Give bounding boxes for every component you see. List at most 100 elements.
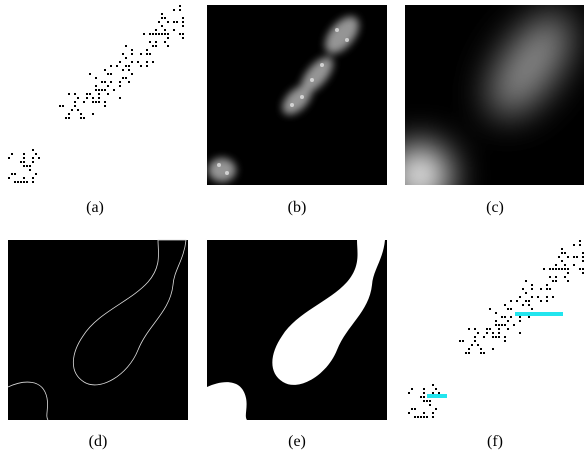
dot	[525, 292, 527, 294]
dot	[522, 288, 524, 290]
dot	[95, 101, 97, 103]
dot	[65, 117, 67, 119]
dot	[149, 41, 151, 43]
dot	[101, 89, 103, 91]
dot	[86, 93, 88, 95]
dot	[89, 93, 91, 95]
dot	[561, 252, 563, 254]
dot	[131, 61, 133, 63]
dot	[83, 117, 85, 119]
dot	[504, 316, 506, 318]
dot	[104, 105, 106, 107]
dot	[95, 85, 97, 87]
dot	[95, 77, 97, 79]
dot	[101, 81, 103, 83]
dot	[155, 29, 157, 31]
dot	[122, 69, 124, 71]
dot	[11, 173, 13, 175]
dot	[98, 89, 100, 91]
dot	[167, 45, 169, 47]
dot	[92, 101, 94, 103]
dot	[32, 161, 34, 163]
dot	[71, 109, 73, 111]
dot	[567, 280, 569, 282]
dot	[486, 332, 488, 334]
dot	[531, 288, 533, 290]
dot	[146, 53, 148, 55]
dot	[546, 288, 548, 290]
dot	[537, 296, 539, 298]
dot	[423, 400, 425, 402]
dot	[504, 324, 506, 326]
dot	[119, 97, 121, 99]
dot	[480, 352, 482, 354]
dot	[504, 336, 506, 338]
dot	[104, 69, 106, 71]
dot	[528, 316, 530, 318]
dot	[62, 105, 64, 107]
dot	[68, 93, 70, 95]
dot	[573, 244, 575, 246]
dot	[423, 392, 425, 394]
dot	[564, 252, 566, 254]
dot	[408, 392, 410, 394]
dot	[555, 276, 557, 278]
dot	[173, 21, 175, 23]
dot	[582, 260, 584, 262]
dot	[59, 105, 61, 107]
dot	[432, 416, 434, 418]
dot	[77, 97, 79, 99]
dot	[567, 268, 569, 270]
dot	[507, 308, 509, 310]
dot	[531, 308, 533, 310]
dot	[408, 412, 410, 414]
dot	[507, 320, 509, 322]
dot	[564, 268, 566, 270]
dot	[573, 264, 575, 266]
dot	[546, 296, 548, 298]
dot	[140, 65, 142, 67]
dot	[179, 9, 181, 11]
dot	[480, 348, 482, 350]
dot	[149, 53, 151, 55]
dot	[564, 264, 566, 266]
dot	[492, 332, 494, 334]
dot	[8, 177, 10, 179]
dot	[432, 384, 434, 386]
dot	[113, 89, 115, 91]
dot	[35, 153, 37, 155]
dot	[29, 165, 31, 167]
dot	[35, 173, 37, 175]
dot	[495, 336, 497, 338]
highlight-bar	[515, 312, 563, 316]
dot	[462, 340, 464, 342]
dot	[426, 416, 428, 418]
dot	[164, 29, 166, 31]
dot	[32, 149, 34, 151]
dot	[549, 268, 551, 270]
dot	[23, 165, 25, 167]
dot	[20, 161, 22, 163]
dot	[167, 33, 169, 35]
dot	[131, 49, 133, 51]
dot	[492, 348, 494, 350]
dot	[432, 412, 434, 414]
dot	[423, 388, 425, 390]
panel-d	[7, 239, 188, 421]
dot	[23, 161, 25, 163]
dot	[423, 412, 425, 414]
dot	[582, 256, 584, 258]
dot	[528, 304, 530, 306]
dot	[576, 256, 578, 258]
dot	[414, 408, 416, 410]
dot	[80, 113, 82, 115]
dot	[74, 101, 76, 103]
dot	[74, 93, 76, 95]
dot	[498, 328, 500, 330]
dot	[74, 105, 76, 107]
dot	[32, 181, 34, 183]
dot	[161, 33, 163, 35]
dot	[558, 256, 560, 258]
dot	[420, 416, 422, 418]
